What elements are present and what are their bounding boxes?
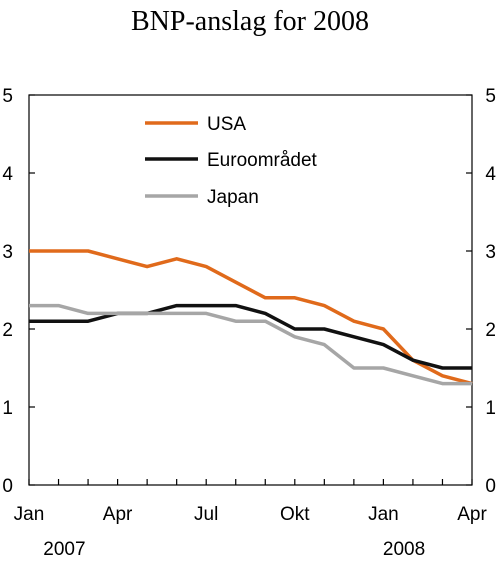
y-tick-label-left: 3 (2, 242, 13, 263)
y-tick-label-left: 0 (2, 476, 13, 497)
x-tick-label: Apr (457, 504, 487, 525)
y-tick-label-right: 1 (485, 398, 496, 419)
x-tick-label: Jan (14, 504, 45, 525)
y-tick-label-right: 5 (485, 86, 496, 107)
chart-title: BNP-anslag for 2008 (131, 6, 369, 37)
x-tick-label: Apr (103, 504, 133, 525)
y-axis-left: 0 1 2 3 4 5 (2, 86, 35, 497)
series-line-japan (29, 303, 472, 386)
legend-label: Euroområdet (207, 150, 318, 171)
y-tick-label-left: 5 (2, 86, 13, 107)
legend-label: USA (207, 114, 246, 135)
y-tick-label-left: 2 (2, 320, 13, 341)
y-tick-label-left: 1 (2, 398, 13, 419)
y-tick-label-right: 3 (485, 242, 496, 263)
y-tick-label-left: 4 (2, 164, 13, 185)
y-tick-label-right: 0 (485, 476, 496, 497)
series-lines (29, 249, 473, 386)
series-line-usa (29, 249, 473, 386)
x-tick-label: Jan (368, 504, 399, 525)
year-label: 2008 (383, 539, 425, 560)
x-axis: Jan Apr Jul Okt Jan Apr 2007 2008 (14, 479, 487, 560)
legend-label: Japan (207, 187, 259, 208)
y-tick-label-right: 4 (485, 164, 496, 185)
x-tick-label: Okt (280, 504, 310, 525)
y-axis-right: 0 1 2 3 4 5 (466, 86, 496, 497)
legend: USA Euroområdet Japan (145, 114, 318, 208)
series-line-euroområdet (29, 303, 472, 370)
y-tick-label-right: 2 (485, 320, 496, 341)
x-tick-label: Jul (194, 504, 218, 525)
year-label: 2007 (43, 539, 85, 560)
plot-frame (28, 94, 473, 486)
